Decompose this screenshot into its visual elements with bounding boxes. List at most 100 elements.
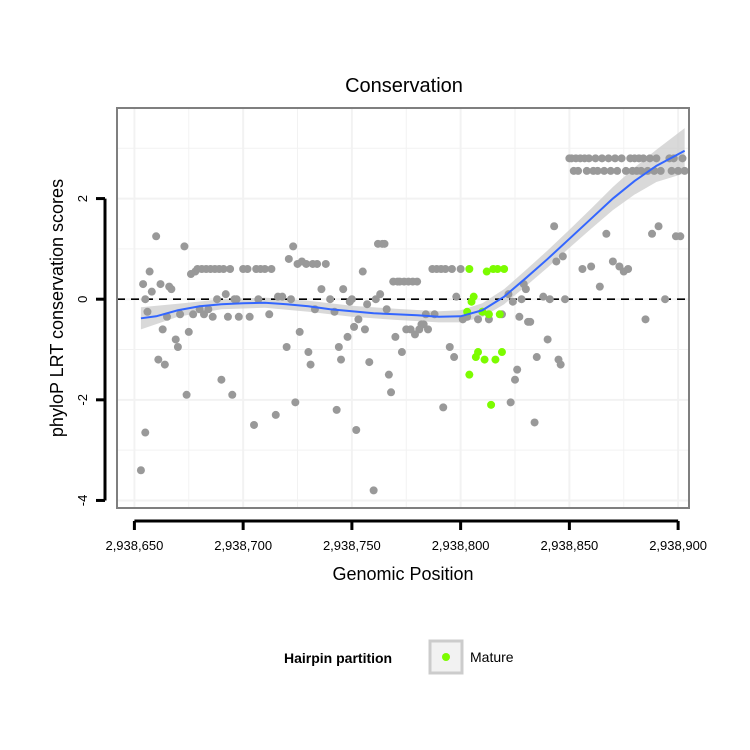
data-point <box>447 265 456 274</box>
data-point <box>260 265 269 274</box>
data-point <box>291 398 300 407</box>
data-point <box>182 390 191 399</box>
data-point <box>226 265 235 274</box>
data-point <box>384 370 393 379</box>
panel-border <box>116 107 690 509</box>
data-point <box>550 222 559 231</box>
x-tick-label: 2,938,750 <box>323 538 381 553</box>
data-point <box>530 418 539 427</box>
data-point <box>652 154 661 163</box>
mature-point <box>469 292 478 301</box>
data-point <box>147 287 156 296</box>
data-point <box>141 428 150 437</box>
data-point <box>602 229 611 238</box>
confidence-ribbon <box>140 128 685 330</box>
data-point <box>369 486 378 495</box>
data-point <box>306 360 315 369</box>
data-point <box>613 166 622 175</box>
data-point <box>234 312 243 321</box>
data-point <box>617 154 626 163</box>
data-point <box>511 375 520 384</box>
data-point <box>521 285 530 294</box>
data-point <box>621 166 630 175</box>
data-point <box>339 285 348 294</box>
data-point <box>189 310 198 319</box>
data-point <box>284 254 293 263</box>
data-point <box>282 342 291 351</box>
data-point <box>595 282 604 291</box>
data-point <box>517 295 526 304</box>
data-point <box>606 166 615 175</box>
data-point <box>526 317 535 326</box>
data-points <box>136 154 689 495</box>
data-point <box>267 265 276 274</box>
data-point <box>543 335 552 344</box>
legend-title: Hairpin partition <box>284 650 392 666</box>
y-tick-label: 0 <box>75 296 90 303</box>
data-point <box>656 166 665 175</box>
data-point <box>598 154 607 163</box>
data-point <box>358 267 367 276</box>
data-point <box>254 295 263 304</box>
data-point <box>637 166 646 175</box>
x-tick-label: 2,938,700 <box>214 538 272 553</box>
x-axis: 2,938,650 2,938,700 2,938,750 2,938,800 2,93… <box>105 519 707 553</box>
data-point <box>591 154 600 163</box>
x-tick-label: 2,938,850 <box>540 538 598 553</box>
mature-point <box>465 370 474 379</box>
data-point <box>513 365 522 374</box>
data-point <box>382 305 391 314</box>
data-point <box>278 292 287 301</box>
data-point <box>143 307 152 316</box>
mature-point <box>482 267 491 276</box>
data-point <box>558 252 567 261</box>
data-point <box>611 154 620 163</box>
data-point <box>223 312 232 321</box>
data-point <box>574 166 583 175</box>
data-point <box>680 166 689 175</box>
data-point <box>213 295 222 304</box>
data-point <box>145 267 154 276</box>
data-point <box>204 305 213 314</box>
data-point <box>171 335 180 344</box>
data-point <box>424 325 433 334</box>
data-point <box>645 154 654 163</box>
data-point <box>228 390 237 399</box>
x-axis-title: Genomic Position <box>332 564 473 584</box>
data-point <box>515 312 524 321</box>
mature-point <box>497 348 506 357</box>
data-point <box>397 348 406 357</box>
mature-point <box>493 265 502 274</box>
data-point <box>584 154 593 163</box>
data-point <box>539 292 548 301</box>
data-point <box>160 360 169 369</box>
legend: Hairpin partition Mature <box>284 639 514 675</box>
data-point <box>295 327 304 336</box>
mature-point <box>465 265 474 274</box>
data-point <box>556 360 565 369</box>
y-axis: -4 -2 0 2 <box>75 195 107 506</box>
data-point <box>391 332 400 341</box>
data-point <box>654 222 663 231</box>
data-point <box>678 154 687 163</box>
data-point <box>441 265 450 274</box>
legend-key-box <box>428 639 464 675</box>
data-point <box>326 295 335 304</box>
data-point <box>474 315 483 324</box>
data-point <box>380 239 389 248</box>
data-point <box>445 342 454 351</box>
data-point <box>450 353 459 362</box>
data-point <box>317 285 326 294</box>
data-point <box>593 166 602 175</box>
smooth-confidence-band <box>140 128 685 330</box>
data-point <box>286 295 295 304</box>
data-point <box>221 290 230 299</box>
y-tick-label: -2 <box>75 394 90 406</box>
data-point <box>352 426 361 435</box>
data-point <box>604 154 613 163</box>
data-point <box>332 405 341 414</box>
data-point <box>337 355 346 364</box>
data-point <box>152 232 161 241</box>
data-point <box>289 242 298 251</box>
